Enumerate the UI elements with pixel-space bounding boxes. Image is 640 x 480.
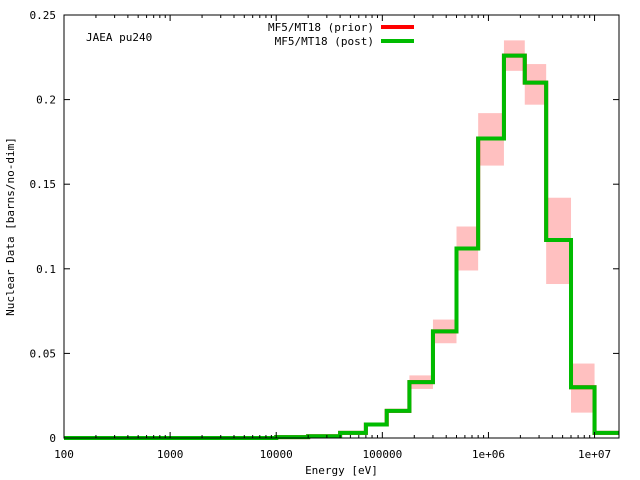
x-tick-label: 1000 — [157, 448, 184, 461]
plot-label: JAEA pu240 — [86, 31, 152, 44]
y-tick-label: 0.05 — [30, 347, 57, 360]
y-tick-label: 0.25 — [30, 9, 57, 22]
x-tick-label: 100 — [54, 448, 74, 461]
y-tick-label: 0.2 — [36, 94, 56, 107]
tick-layer: 0 0.05 0.1 0.15 0.2 0.25 100 1000 10000 100000 1e+… — [30, 9, 619, 461]
x-axis-label: Energy [eV] — [305, 464, 378, 477]
y-tick-label: 0 — [49, 432, 56, 445]
series-layer — [64, 53, 619, 440]
legend-label-prior: MF5/MT18 (prior) — [268, 21, 374, 34]
x-tick-label: 100000 — [362, 448, 402, 461]
series-line-post — [64, 53, 619, 440]
x-tick-label: 1e+07 — [578, 448, 611, 461]
plot-frame — [63, 14, 620, 439]
x-tick-label: 10000 — [260, 448, 293, 461]
y-tick-label: 0.15 — [30, 178, 57, 191]
legend-label-post: MF5/MT18 (post) — [275, 35, 374, 48]
series-line-prior — [64, 53, 619, 440]
y-axis-label: Nuclear Data [barns/no-dim] — [4, 137, 17, 316]
y-tick-label: 0.1 — [36, 263, 56, 276]
x-tick-label: 1e+06 — [472, 448, 505, 461]
legend: MF5/MT18 (prior) MF5/MT18 (post) — [268, 21, 414, 48]
